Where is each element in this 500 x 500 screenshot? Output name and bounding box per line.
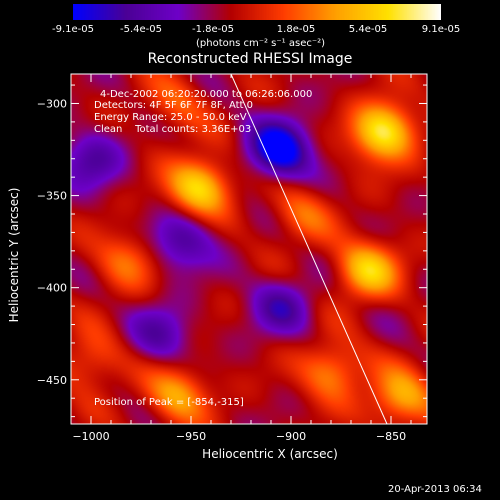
- y-tick-label: −400: [37, 282, 67, 295]
- y-tick-label: −350: [37, 190, 67, 203]
- colorbar-tick-label: 9.1e-05: [421, 24, 461, 35]
- colorbar-tick-label: -5.4e-05: [120, 24, 162, 35]
- colorbar: [73, 4, 441, 20]
- colorbar-units: (photons cm⁻² s⁻¹ asec⁻²): [196, 38, 326, 49]
- peak-position-text: Position of Peak = [-854,-315]: [94, 397, 244, 408]
- energy-range-text: Energy Range: 25.0 - 50.0 keV: [94, 112, 247, 123]
- detectors-text: Detectors: 4F 5F 6F 7F 8F, Att 0: [94, 100, 254, 111]
- plot-frame: [70, 73, 428, 425]
- x-axis-label: Heliocentric X (arcsec): [202, 447, 338, 461]
- colorbar-tick-label: 5.4e-05: [348, 24, 388, 35]
- chart-title: Reconstructed RHESSI Image: [147, 51, 353, 67]
- y-tick-label: −300: [37, 97, 67, 110]
- colorbar-tick-label: -9.1e-05: [52, 24, 94, 35]
- time-range-text: 4-Dec-2002 06:20:20.000 to 06:26:06.000: [100, 89, 313, 100]
- x-tick-label: −1000: [72, 430, 109, 443]
- axes-layer: −1000 −950 −900 −850 −300 −350 −400 −450: [37, 74, 427, 443]
- colorbar-tick-label: 1.8e-05: [276, 24, 316, 35]
- limb-layer: [230, 73, 388, 425]
- x-tick-label: −850: [376, 430, 406, 443]
- y-tick-label: −450: [37, 374, 67, 387]
- y-axis-label: Heliocentric Y (arcsec): [7, 187, 21, 323]
- x-tick-label: −900: [276, 430, 306, 443]
- solar-limb-line: [230, 73, 388, 425]
- clean-counts-text: Clean Total counts: 3.36E+03: [94, 124, 252, 135]
- colorbar-tick-label: -1.8e-05: [192, 24, 234, 35]
- heatmap-image: [71, 74, 427, 424]
- timestamp: 20-Apr-2013 06:34: [388, 484, 482, 495]
- x-tick-label: −950: [176, 430, 206, 443]
